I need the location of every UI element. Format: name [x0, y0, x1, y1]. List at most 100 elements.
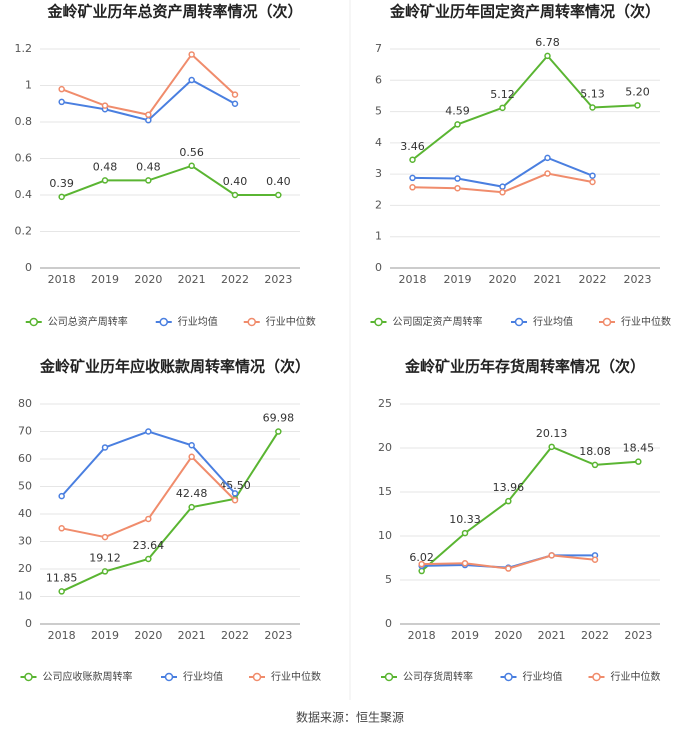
data-point: [499, 183, 506, 190]
y-tick-label: 60: [18, 452, 32, 465]
data-point: [499, 189, 506, 196]
y-tick-label: 15: [378, 485, 392, 498]
y-tick-label: 5: [375, 105, 382, 118]
x-tick-label: 2022: [579, 273, 607, 286]
data-point: [589, 172, 596, 179]
data-point: [145, 515, 152, 523]
data-point: [58, 193, 65, 201]
y-tick-label: 1: [375, 230, 382, 243]
data-point: [231, 490, 239, 497]
data-point: [188, 503, 195, 511]
data-label: 3.46: [400, 140, 425, 153]
data-label: 4.59: [445, 104, 470, 117]
y-tick-label: 25: [378, 397, 392, 410]
legend-marker: [247, 317, 256, 327]
data-point: [544, 154, 551, 162]
y-tick-label: 0.6: [15, 152, 33, 165]
data-point: [145, 555, 152, 563]
data-point: [145, 177, 152, 184]
data-point: [101, 444, 109, 451]
data-point: [101, 568, 109, 575]
legend-label: 行业均值: [533, 315, 573, 328]
y-tick-label: 7: [375, 42, 382, 55]
data-point: [544, 52, 551, 60]
data-point: [231, 100, 239, 107]
data-point: [454, 121, 461, 128]
y-tick-label: 10: [18, 590, 32, 603]
y-tick-label: 0: [375, 261, 382, 274]
y-tick-label: 50: [18, 480, 32, 493]
data-point: [548, 443, 555, 451]
data-point: [635, 458, 642, 465]
legend-marker: [164, 672, 174, 682]
legend-marker: [29, 317, 38, 327]
y-tick-label: 10: [378, 529, 392, 542]
x-tick-label: 2022: [581, 629, 609, 642]
data-point: [544, 170, 551, 177]
series-line: [412, 156, 593, 188]
data-label: 18.45: [623, 442, 655, 455]
series-line: [61, 431, 280, 593]
data-point: [461, 529, 469, 537]
data-point: [505, 497, 512, 505]
data-point: [188, 453, 195, 461]
data-label: 11.85: [46, 571, 78, 584]
data-label: 0.48: [93, 160, 118, 173]
legend-marker: [504, 672, 513, 682]
x-tick-label: 2023: [264, 629, 292, 642]
data-label: 23.64: [133, 539, 165, 552]
data-label: 0.39: [49, 177, 74, 190]
chart-title: 金岭矿业历年固定资产周转率情况（次）: [389, 3, 660, 21]
data-point: [188, 162, 195, 170]
data-point: [101, 533, 109, 541]
data-point: [591, 556, 599, 564]
data-label: 69.98: [263, 412, 295, 425]
x-tick-label: 2020: [134, 273, 162, 286]
data-point: [58, 98, 65, 106]
x-tick-label: 2020: [494, 629, 522, 642]
data-point: [454, 175, 461, 182]
legend-marker: [159, 317, 168, 327]
legend-label: 行业均值: [183, 670, 223, 683]
data-point: [275, 191, 282, 199]
data-point: [275, 428, 282, 435]
data-label: 5.13: [580, 88, 605, 101]
legend-label: 行业均值: [178, 315, 218, 328]
data-label: 18.08: [579, 445, 611, 458]
x-tick-label: 2020: [134, 629, 162, 642]
legend-label: 公司应收账款周转率: [43, 670, 133, 683]
x-tick-label: 2021: [534, 273, 562, 286]
y-tick-label: 20: [18, 562, 32, 575]
data-point: [231, 191, 239, 199]
data-point: [101, 177, 109, 184]
data-label: 45.50: [219, 479, 251, 492]
data-point: [499, 104, 506, 112]
chart-title: 金岭矿业历年存货周转率情况（次）: [404, 358, 645, 376]
data-point: [58, 588, 65, 595]
legend-label: 行业中位数: [621, 315, 671, 328]
y-tick-label: 30: [18, 535, 32, 548]
data-point: [505, 565, 512, 572]
y-tick-label: 0: [385, 617, 392, 630]
data-point: [58, 492, 65, 500]
legend-marker: [24, 672, 33, 682]
y-tick-label: 0.8: [15, 115, 33, 128]
x-tick-label: 2018: [48, 629, 76, 642]
legend-marker: [602, 317, 612, 327]
data-point: [101, 102, 109, 109]
legend-marker: [514, 317, 524, 327]
y-tick-label: 3: [375, 167, 382, 180]
data-point: [231, 91, 239, 98]
data-point: [188, 76, 195, 84]
y-tick-label: 4: [375, 136, 382, 149]
data-label: 42.48: [176, 487, 208, 500]
legend-label: 行业均值: [523, 670, 563, 683]
data-label: 13.96: [493, 481, 525, 494]
legend-marker: [592, 672, 601, 682]
data-label: 0.56: [179, 146, 204, 159]
data-point: [591, 461, 599, 469]
data-point: [145, 428, 152, 435]
data-point: [145, 111, 152, 118]
data-point: [418, 567, 425, 575]
y-tick-label: 0.2: [15, 225, 33, 238]
